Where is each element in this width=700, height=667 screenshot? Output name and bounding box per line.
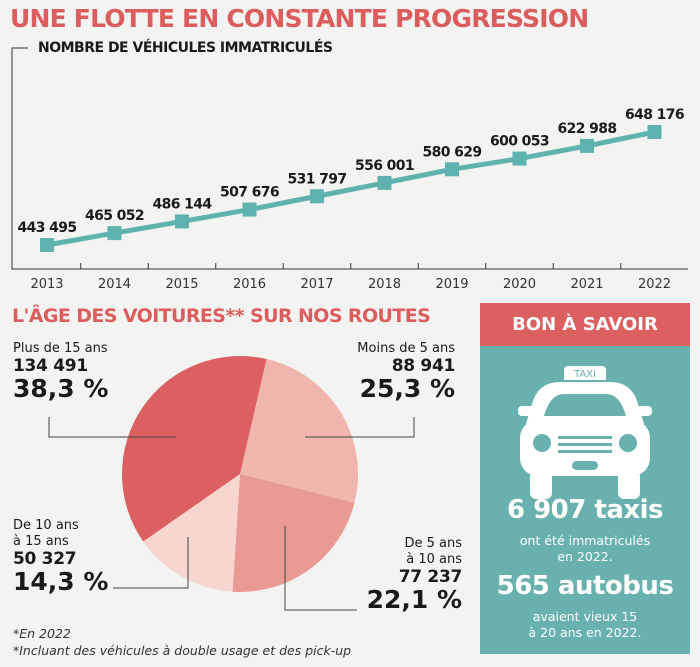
pie-slice	[122, 356, 267, 542]
data-label: 465 052	[85, 208, 144, 224]
slice-label-line: De 10 ans	[13, 518, 79, 533]
slice-percent: 14,3 %	[13, 567, 109, 596]
leader-line	[48, 417, 176, 438]
leader-line	[305, 417, 415, 438]
data-label: 648 176	[625, 107, 684, 123]
bus-text-2: à 20 ans en 2022.	[528, 625, 642, 640]
x-tick-label: 2022	[638, 277, 671, 292]
pie-chart-title: L'ÂGE DES VOITURES** SUR NOS ROUTES	[12, 305, 431, 327]
slice-percent: 25,3 %	[359, 374, 455, 403]
data-point	[445, 162, 459, 177]
line-chart: 443 495 2013 465 052 2014 486 144 2015 507 676…	[11, 47, 688, 292]
taxi-text-2: en 2022.	[557, 549, 613, 564]
line-chart-title: NOMBRE DE VÉHICULES IMMATRICULÉS	[38, 40, 333, 56]
data-label: 622 988	[557, 121, 616, 137]
pie-slice	[240, 359, 358, 503]
x-tick-label: 2021	[570, 277, 603, 292]
pie-label-10-15: De 10 ans à 15 ans 50 327 14,3 %	[13, 518, 108, 595]
data-label: 556 001	[355, 158, 414, 174]
pie-label-plus-15: Plus de 15 ans 134 491 38,3 %	[13, 341, 108, 402]
taxi-icon: TAXI	[518, 366, 652, 499]
slice-percent: 22,1 %	[366, 585, 462, 614]
slice-percent: 38,3 %	[13, 374, 109, 403]
pie-chart	[48, 356, 415, 611]
data-point	[242, 202, 257, 217]
slice-label: Moins de 5 ans	[357, 341, 455, 356]
series-line	[46, 129, 656, 248]
data-point	[512, 151, 527, 166]
slice-count: 50 327	[13, 549, 77, 569]
slice-count: 134 491	[13, 356, 88, 376]
x-tick-label: 2019	[435, 277, 468, 292]
leader-line	[284, 526, 357, 611]
slice-count: 88 941	[391, 356, 456, 376]
x-tick-label: 2020	[503, 277, 536, 292]
pie-slice	[232, 474, 355, 592]
data-label: 507 676	[220, 185, 279, 201]
data-point	[377, 175, 392, 190]
x-tick-label: 2017	[300, 277, 333, 292]
x-tick-label: 2018	[368, 277, 401, 292]
data-label: 580 629	[422, 144, 481, 160]
x-tick-label: 2016	[233, 277, 266, 292]
slice-label-line: à 15 ans	[13, 534, 69, 549]
x-tick-label: 2014	[98, 277, 131, 292]
slice-label: Plus de 15 ans	[13, 341, 108, 356]
x-tick-label: 2013	[30, 277, 63, 292]
data-point	[175, 214, 189, 229]
data-point	[310, 189, 324, 204]
axis-frame	[11, 47, 688, 270]
data-label: 531 797	[287, 171, 346, 187]
bus-text-1: avaient vieux 15	[532, 609, 638, 624]
footnote-1: *En 2022	[13, 626, 71, 641]
slice-count: 77 237	[398, 567, 463, 587]
panel-header: BON À SAVOIR	[480, 303, 690, 346]
pie-slice	[143, 474, 240, 592]
bus-count: 565 autobus	[496, 571, 674, 601]
good-to-know-panel: BON À SAVOIR TAXI 6 907 taxis ont été im…	[480, 303, 690, 654]
data-point	[107, 226, 122, 241]
pie-label-moins-5: Moins de 5 ans 88 941 25,3 %	[357, 341, 455, 402]
data-label: 443 495	[17, 220, 76, 236]
x-tick-label: 2015	[165, 277, 198, 292]
slice-label-line: à 10 ans	[406, 552, 462, 567]
main-title: UNE FLOTTE EN CONSTANTE PROGRESSION	[10, 4, 589, 33]
leader-line	[113, 537, 189, 589]
data-point	[580, 138, 594, 153]
taxi-text-1: ont été immatriculés	[519, 533, 651, 548]
footnote-2: *Incluant des véhicules à double usage e…	[13, 643, 352, 658]
data-label: 486 144	[152, 196, 212, 212]
data-point	[647, 125, 662, 139]
slice-label-line: De 5 ans	[404, 536, 462, 551]
data-point	[40, 238, 54, 252]
pie-label-5-10: De 5 ans à 10 ans 77 237 22,1 %	[366, 536, 463, 614]
taxi-count: 6 907 taxis	[506, 495, 664, 525]
svg-text:TAXI: TAXI	[573, 369, 596, 380]
data-label: 600 053	[490, 134, 549, 150]
